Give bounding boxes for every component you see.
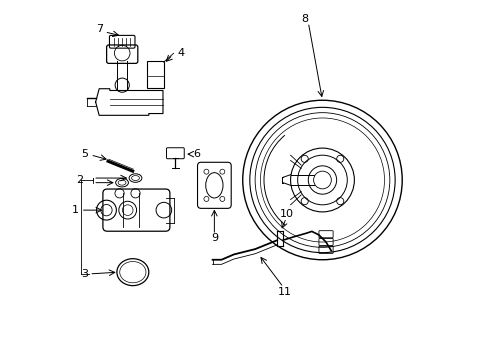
Text: 8: 8 — [301, 14, 308, 24]
Text: 2: 2 — [76, 175, 83, 185]
Text: 1: 1 — [71, 205, 79, 215]
Text: 6: 6 — [193, 149, 200, 159]
Text: 3: 3 — [81, 269, 88, 279]
Text: 7: 7 — [96, 24, 102, 34]
Text: 4: 4 — [177, 48, 184, 58]
Text: 9: 9 — [210, 234, 218, 243]
Text: 11: 11 — [278, 287, 292, 297]
Text: 5: 5 — [81, 149, 88, 159]
Text: 10: 10 — [280, 209, 293, 219]
